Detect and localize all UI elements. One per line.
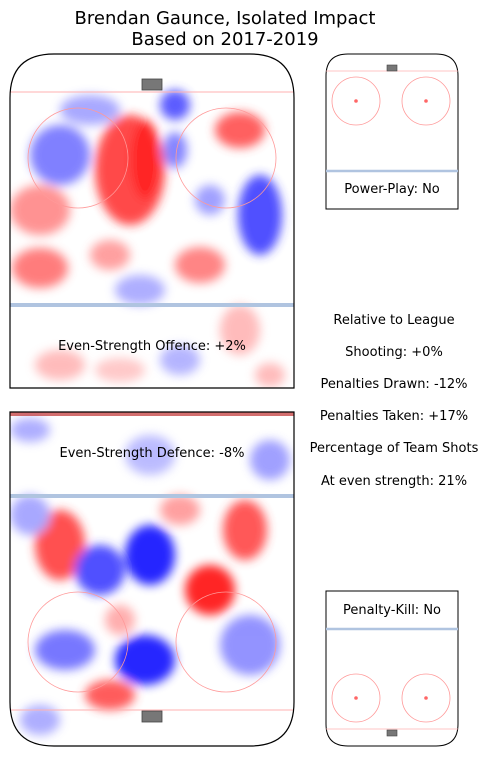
power-play-label: Power-Play: No (344, 182, 440, 197)
stat-penalties-drawn: Penalties Drawn: -12% (320, 377, 468, 392)
chart-subtitle: Based on 2017-2019 (131, 29, 319, 50)
stats-header: Relative to League (333, 313, 455, 328)
chart-title: Brendan Gaunce, Isolated Impact (74, 8, 376, 29)
defence-label: Even-Strength Defence: -8% (59, 446, 245, 461)
offence-heat-blobs (10, 78, 294, 387)
stat-even-strength: At even strength: 21% (320, 474, 468, 489)
penalty-kill-rink (325, 590, 459, 747)
stat-shooting: Shooting: +0% (345, 345, 443, 360)
defence-rink (9, 411, 295, 747)
stat-penalties-taken: Penalties Taken: +17% (319, 409, 469, 424)
penalty-kill-label: Penalty-Kill: No (343, 603, 441, 618)
power-play-rink (325, 53, 459, 210)
offence-rink (9, 53, 295, 389)
offence-label: Even-Strength Offence: +2% (58, 339, 246, 354)
defence-heat-blobs (10, 412, 294, 735)
stat-team-shots-header: Percentage of Team Shots (309, 441, 479, 456)
